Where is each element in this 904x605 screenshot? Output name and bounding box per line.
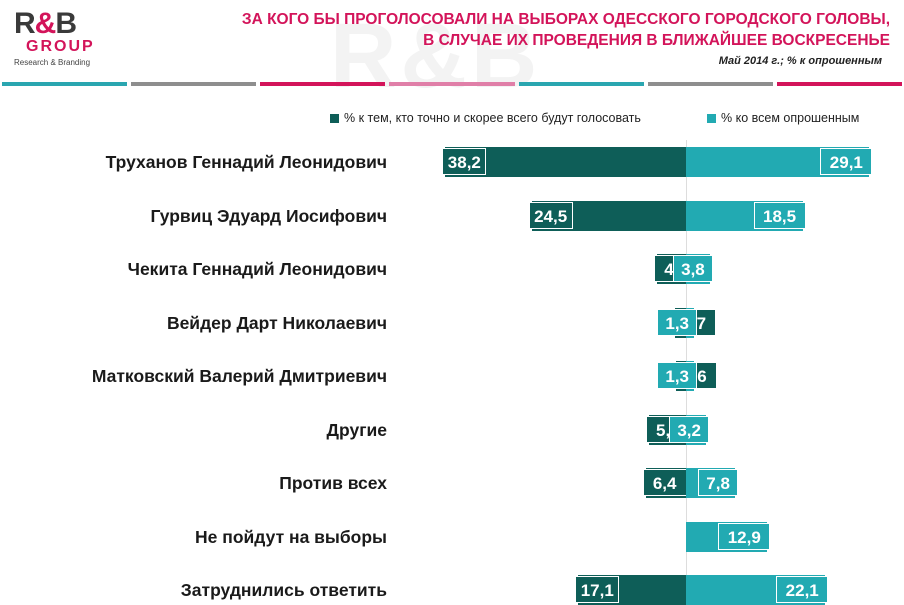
header-stripe-segment <box>260 82 386 86</box>
legend-label-left: % к тем, кто точно и скорее всего будут … <box>344 111 641 125</box>
data-label-left: 24,5 <box>528 201 573 229</box>
data-label-right: 18,5 <box>753 201 806 229</box>
data-label-left: 38,2 <box>442 148 487 175</box>
chart-title: ЗА КОГО БЫ ПРОГОЛОСОВАЛИ НА ВЫБОРАХ ОДЕС… <box>170 9 890 51</box>
category-label: Матковский Валерий Дмитриевич <box>91 366 387 386</box>
legend-label-right: % ко всем опрошенным <box>721 111 860 125</box>
logo-tagline: Research & Branding <box>14 58 91 67</box>
category-label: Вейдер Дарт Николаевич <box>166 312 387 333</box>
data-label-right: 29,1 <box>820 148 873 175</box>
category-label: Против всех <box>279 473 387 493</box>
header-stripe-segment <box>647 82 773 86</box>
data-label-right: 12,9 <box>718 522 771 550</box>
header-stripe-segment <box>389 82 515 86</box>
data-label-right: 3,8 <box>672 255 713 282</box>
chart-legend: % к тем, кто точно и скорее всего будут … <box>330 111 890 131</box>
chart-title-line-1: ЗА КОГО БЫ ПРОГОЛОСОВАЛИ НА ВЫБОРАХ ОДЕС… <box>241 11 890 28</box>
header-stripe-segment <box>776 82 902 86</box>
category-label: Чекита Геннадий Леонидович <box>127 259 387 279</box>
data-label-right: 1,3 <box>657 308 698 336</box>
category-label: Гурвиц Эдуард Иосифович <box>150 205 387 226</box>
background-watermark: R&B <box>330 5 542 107</box>
data-label-left: 17,1 <box>575 576 620 603</box>
company-logo: R&B GROUP Research & Branding <box>14 8 114 70</box>
category-label: Не пойдут на выборы <box>195 526 387 547</box>
chart-subtitle: Май 2014 г.; % к опрошенным <box>718 55 882 67</box>
data-label-left: 6,4 <box>642 469 687 496</box>
legend-item-right: % ко всем опрошенным <box>707 111 859 125</box>
category-label: Другие <box>326 419 387 440</box>
logo-mark: R&B <box>14 7 77 40</box>
data-label-right: 1,3 <box>657 362 698 389</box>
category-label: Труханов Геннадий Леонидович <box>105 152 387 172</box>
header-stripe-segment <box>518 82 644 86</box>
data-label-right: 7,8 <box>698 469 739 496</box>
category-label: Затруднились ответить <box>180 580 387 600</box>
header-stripe-segment <box>131 82 257 86</box>
legend-swatch-right <box>707 113 716 123</box>
chart-title-line-2: В СЛУЧАЕ ИХ ПРОВЕДЕНИЯ В БЛИЖАЙШЕЕ ВОСКР… <box>423 32 890 49</box>
legend-item-left: % к тем, кто точно и скорее всего будут … <box>330 111 641 125</box>
logo-group-text: GROUP <box>26 38 95 55</box>
header-stripe-segment <box>2 82 128 86</box>
legend-swatch-left <box>330 113 339 123</box>
data-label-right: 3,2 <box>669 415 710 443</box>
data-label-right: 22,1 <box>776 576 829 603</box>
